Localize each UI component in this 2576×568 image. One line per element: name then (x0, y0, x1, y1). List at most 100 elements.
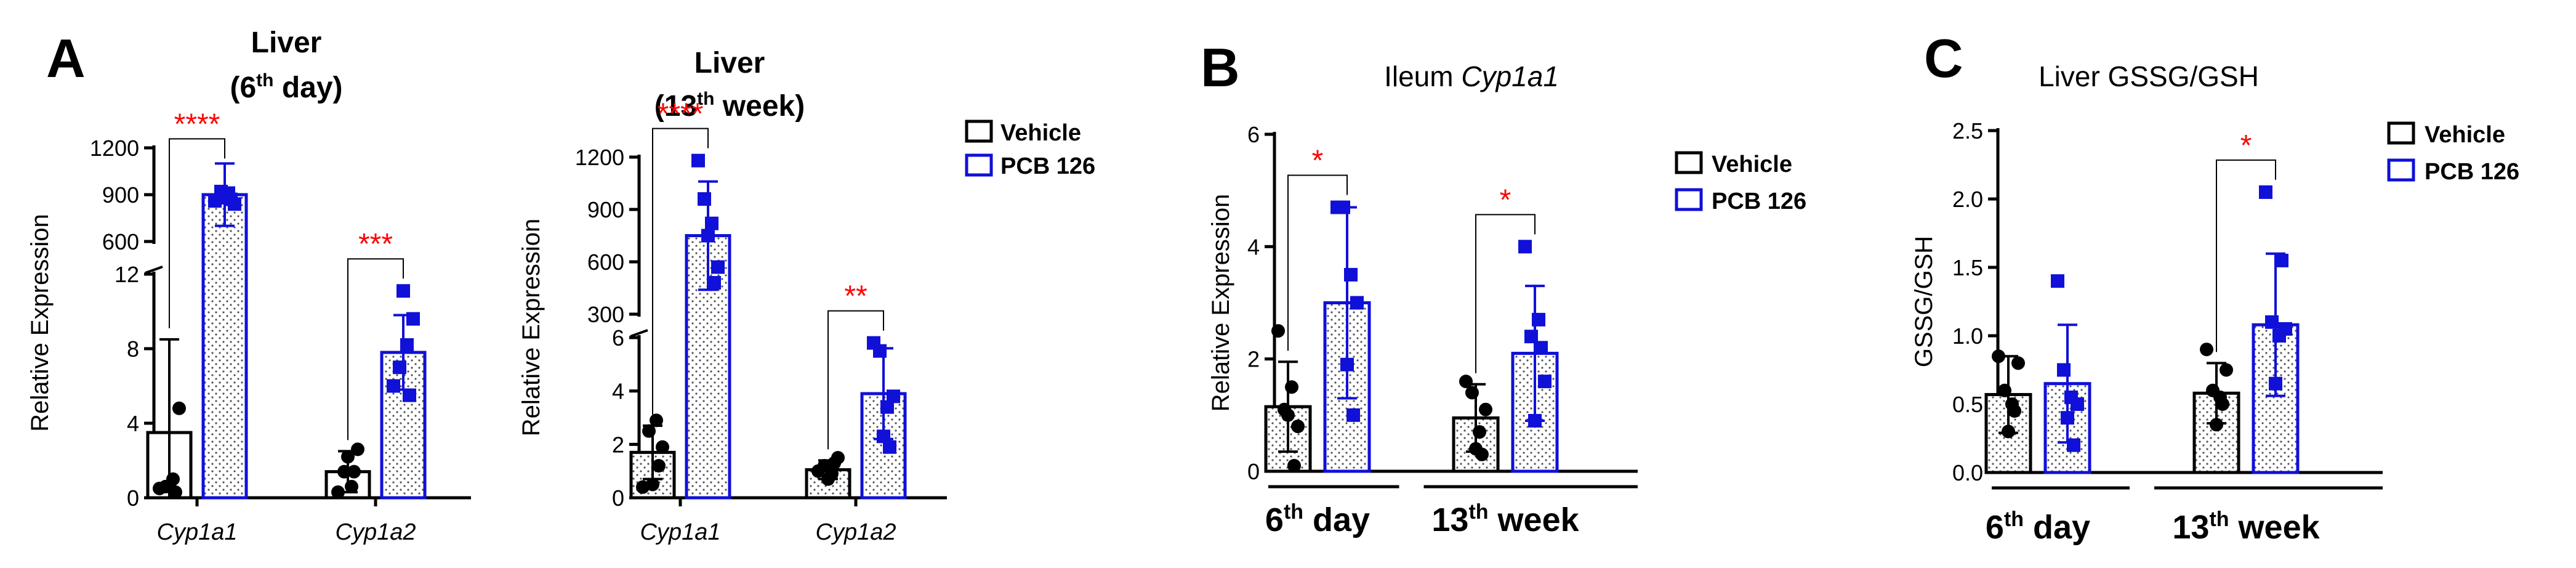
data-point-pcb126 (2071, 397, 2084, 411)
y-tick-label: 6 (612, 325, 624, 351)
x-category-label: Cyp1a1 (157, 519, 238, 545)
y-tick-label: 2.5 (1952, 118, 1983, 144)
data-point-pcb126 (1524, 330, 1538, 344)
significance-label: ** (844, 280, 867, 313)
data-point-pcb126 (224, 192, 238, 206)
data-point-pcb126 (403, 388, 416, 402)
legend-b-vehicle-swatch (1675, 151, 1703, 174)
data-point-pcb126 (2067, 438, 2080, 452)
y-tick-label: 300 (587, 302, 624, 327)
panel-letter-b: B (1201, 37, 1240, 98)
y-tick-label: 12 (115, 262, 139, 287)
significance-bracket (347, 258, 404, 440)
data-point-vehicle (1475, 447, 1489, 461)
legend-c-pcb-swatch (2387, 158, 2415, 182)
data-point-pcb126 (1518, 240, 1532, 254)
legend-a-vehicle-label: Vehicle (1000, 120, 1081, 146)
y-axis: 0 2 4 6 (1247, 122, 1276, 484)
x-category-label: 6th day (1986, 508, 2090, 546)
data-point-vehicle (341, 450, 355, 464)
data-point-pcb126 (393, 360, 406, 375)
significance-label: *** (358, 228, 393, 261)
data-point-pcb126 (1534, 341, 1548, 355)
y-tick-label: 1.0 (1952, 323, 1983, 349)
data-point-vehicle (1473, 425, 1486, 439)
data-point-pcb126 (1340, 357, 1354, 371)
data-point-pcb126 (877, 429, 890, 444)
chart3-title: Ileum Cyp1a1 (1384, 60, 1559, 92)
x-category-label: 13th week (1431, 500, 1579, 538)
significance-bracket (2216, 159, 2276, 352)
data-point-vehicle (169, 485, 182, 499)
x-category-label: Cyp1a1 (640, 519, 721, 545)
chart2-title-line1: Liver (694, 47, 765, 79)
significance-bracket (827, 310, 884, 450)
chart-4: 0.0 0.5 1.0 1.5 2.0 2.5 GSSG/GSH 6th day 13th we… (1910, 118, 2383, 546)
y-tick-label: 4 (1247, 234, 1260, 259)
data-point-pcb126 (2265, 315, 2279, 329)
data-point-vehicle (650, 413, 663, 428)
legend-a-vehicle-swatch (965, 120, 993, 143)
data-point-vehicle (656, 440, 669, 454)
y-tick-label: 4 (127, 411, 139, 436)
y-tick-label: 1200 (90, 136, 139, 161)
significance-label: * (1500, 184, 1511, 216)
data-point-vehicle (2220, 363, 2233, 377)
y-tick-label: 2 (612, 432, 624, 457)
x-category-label: Cyp1a2 (336, 519, 416, 545)
significance-label: **** (658, 98, 704, 131)
panel-letter-c: C (1924, 28, 1963, 89)
data-point-vehicle (1479, 402, 1492, 416)
y-tick-label: 4 (612, 379, 624, 404)
data-point-pcb126 (698, 192, 711, 206)
data-point-vehicle (347, 465, 361, 479)
x-category-label: 13th week (2172, 508, 2320, 546)
data-point-vehicle (1992, 349, 2005, 363)
data-point-vehicle (821, 472, 835, 486)
y-tick-label: 0 (127, 485, 139, 511)
bar-pcb126 (201, 193, 248, 500)
data-point-pcb126 (1350, 296, 1364, 310)
y-tick-label: 600 (102, 229, 139, 254)
legend-c-pcb-label: PCB 126 (2425, 159, 2519, 185)
y-tick-label: 0 (612, 485, 624, 511)
data-point-pcb126 (880, 400, 894, 414)
y-tick-label: 2 (1247, 347, 1260, 372)
significance-bracket (652, 128, 709, 415)
data-point-vehicle (337, 465, 351, 479)
data-point-pcb126 (396, 284, 410, 298)
data-point-vehicle (1465, 386, 1479, 400)
panel-letter-a: A (46, 28, 86, 89)
data-point-vehicle (2002, 424, 2015, 439)
data-point-vehicle (2216, 397, 2229, 411)
data-point-vehicle (2008, 404, 2021, 418)
data-point-pcb126 (705, 216, 718, 230)
chart4-title: Liver GSSG/GSH (2039, 60, 2259, 92)
data-point-vehicle (345, 479, 358, 493)
y-tick-label: 1.5 (1952, 255, 1983, 280)
axis-break-mark (145, 266, 163, 274)
data-point-vehicle (1998, 383, 2011, 397)
y-tick-label: 0.5 (1952, 392, 1983, 417)
y-axis-label: GSSG/GSH (1910, 236, 1938, 367)
data-point-pcb126 (701, 229, 715, 243)
data-point-vehicle (1291, 420, 1305, 434)
data-point-pcb126 (406, 312, 420, 326)
y-tick-label: 2.0 (1952, 187, 1983, 212)
data-point-pcb126 (1538, 375, 1552, 389)
data-point-vehicle (646, 477, 659, 492)
legend-b-vehicle-label: Vehicle (1712, 152, 1792, 177)
data-point-pcb126 (883, 440, 896, 454)
data-point-vehicle (172, 401, 186, 415)
data-point-pcb126 (1344, 267, 1358, 282)
y-tick-label: 900 (102, 182, 139, 208)
chart1-title-line1: Liver (251, 26, 322, 59)
axis-break-mark (630, 329, 648, 338)
data-point-pcb126 (887, 389, 900, 404)
data-point-pcb126 (873, 344, 887, 358)
data-point-pcb126 (2057, 363, 2071, 377)
x-category-label: 6th day (1265, 500, 1370, 538)
